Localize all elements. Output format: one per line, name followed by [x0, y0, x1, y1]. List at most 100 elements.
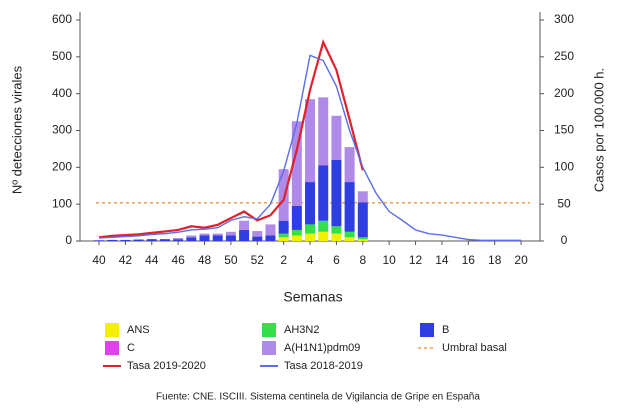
bar-segment — [173, 238, 184, 240]
bar-segment — [265, 235, 276, 241]
bar-segment — [186, 235, 197, 238]
x-axis-title: Semanas — [283, 289, 342, 305]
bar-segment — [305, 182, 316, 225]
source-note: Fuente: CNE. ISCIII. Sistema centinela d… — [156, 392, 480, 403]
x-tick-label: 10 — [383, 253, 397, 267]
legend-label: C — [127, 342, 135, 354]
x-tick-label: 52 — [251, 253, 265, 267]
bar-segment — [239, 220, 250, 230]
y-tick-label: 0 — [65, 233, 72, 247]
x-tick-label: 46 — [171, 253, 185, 267]
bar-segment — [107, 239, 118, 241]
bar-segment — [120, 239, 131, 241]
bar-segment — [239, 229, 250, 241]
bar-segment — [344, 182, 355, 232]
legend-swatch — [420, 323, 434, 337]
legend-label: B — [442, 324, 449, 336]
x-tick-label: 42 — [119, 253, 133, 267]
y-tick-label: 300 — [52, 123, 72, 137]
bar-segment — [291, 206, 302, 230]
legend-label: Umbral basal — [442, 342, 507, 354]
bar-segment — [252, 231, 263, 237]
legend-swatch — [105, 323, 119, 337]
bar-segment — [331, 159, 342, 227]
legend-label: Tasa 2019-2020 — [127, 360, 206, 372]
x-tick-label: 20 — [514, 253, 528, 267]
y2-axis-title: Casos por 100.000 h. — [591, 68, 606, 192]
bar-segment — [225, 235, 236, 241]
x-tick-label: 40 — [92, 253, 106, 267]
y-axis-title: Nº detecciones virales — [9, 65, 24, 194]
bar-segment — [225, 231, 236, 236]
legend-label: AH3N2 — [284, 324, 319, 336]
bar-segment — [357, 191, 368, 203]
bar-segment — [331, 226, 342, 234]
y-tick-label: 400 — [52, 86, 72, 100]
bar-segment — [357, 202, 368, 238]
bar-segment — [278, 237, 289, 241]
bar-segment — [278, 233, 289, 238]
bar-segment — [318, 220, 329, 232]
bar-segment — [173, 239, 184, 241]
bar-segment — [357, 239, 368, 241]
bar-segment — [318, 165, 329, 221]
bar-segment — [94, 240, 104, 241]
x-tick-label: 6 — [333, 253, 340, 267]
bar-segment — [291, 235, 302, 241]
y2-tick-label: 50 — [557, 196, 571, 210]
bar-segment — [186, 237, 197, 241]
x-tick-label: 16 — [462, 253, 476, 267]
y2-tick-label: 250 — [554, 49, 574, 63]
bar-segment — [291, 229, 302, 236]
bar-segment — [212, 235, 223, 241]
bar-segment — [331, 233, 342, 241]
bar-segment — [305, 233, 316, 241]
x-tick-label: 14 — [435, 253, 449, 267]
bar-segment — [305, 224, 316, 234]
y2-tick-label: 100 — [554, 160, 574, 174]
y2-tick-label: 200 — [554, 86, 574, 100]
legend-label: Tasa 2018-2019 — [284, 360, 363, 372]
x-tick-label: 8 — [359, 253, 366, 267]
x-tick-label: 48 — [198, 253, 212, 267]
bar-segment — [318, 231, 329, 241]
x-tick-label: 4 — [307, 253, 314, 267]
y-tick-label: 200 — [52, 160, 72, 174]
bar-segment — [331, 115, 342, 160]
line-series — [98, 54, 522, 241]
bar-segment — [212, 233, 223, 236]
legend-label: ANS — [127, 324, 150, 336]
legend-swatch — [105, 341, 119, 355]
y2-tick-label: 150 — [554, 123, 574, 137]
bar-segment — [199, 235, 210, 241]
y2-tick-label: 300 — [554, 12, 574, 26]
bar-segment — [278, 220, 289, 234]
y-tick-label: 600 — [52, 12, 72, 26]
bar-segment — [305, 99, 316, 183]
bar-segment — [133, 239, 144, 241]
legend-label: A(H1N1)pdm09 — [284, 342, 360, 354]
legend-swatch — [262, 341, 276, 355]
x-tick-label: 12 — [409, 253, 423, 267]
y2-tick-label: 0 — [561, 233, 568, 247]
bar-segment — [344, 237, 355, 241]
bar-segment — [159, 239, 170, 241]
y-tick-label: 500 — [52, 49, 72, 63]
bar-segment — [278, 169, 289, 221]
bar-segment — [357, 237, 368, 240]
x-tick-label: 44 — [145, 253, 159, 267]
legend-swatch — [262, 323, 276, 337]
bar-segment — [252, 236, 263, 241]
y-tick-label: 100 — [52, 196, 72, 210]
x-tick-label: 2 — [280, 253, 287, 267]
bar-segment — [199, 233, 210, 236]
bar-segment — [291, 121, 302, 207]
bar-segment — [344, 147, 355, 183]
x-tick-label: 50 — [224, 253, 238, 267]
bar-segment — [146, 239, 157, 241]
bar-segment — [344, 231, 355, 238]
x-tick-label: 18 — [488, 253, 502, 267]
bar-segment — [265, 224, 276, 236]
bar-segment — [318, 97, 329, 166]
